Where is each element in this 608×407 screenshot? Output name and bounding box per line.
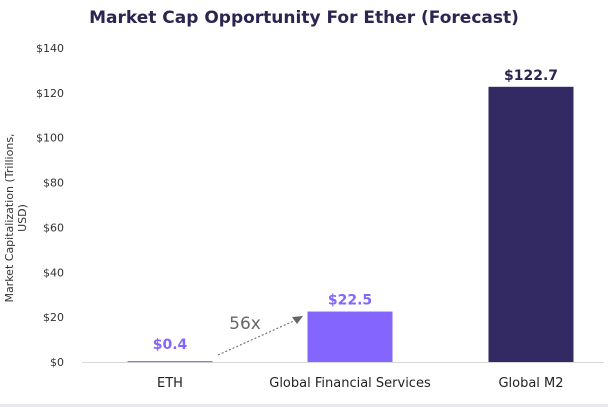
arrow-head-icon (292, 316, 303, 324)
annotation-label: 56x (229, 314, 261, 334)
chart-title: Market Cap Opportunity For Ether (Foreca… (89, 8, 519, 28)
y-tick-label: $80 (43, 177, 64, 190)
y-tick-label: $100 (36, 132, 64, 145)
x-tick-label: Global M2 (498, 376, 563, 391)
data-label: $22.5 (328, 293, 372, 309)
y-tick-label: $20 (43, 311, 64, 324)
y-tick-label: $0 (50, 356, 64, 369)
bar-0 (127, 361, 213, 363)
y-tick-label: $40 (43, 266, 64, 279)
y-tick-label: $120 (36, 87, 64, 100)
bottom-border (0, 404, 608, 407)
bar-1 (307, 311, 393, 362)
data-label: $122.7 (504, 68, 558, 84)
bar-2 (488, 86, 574, 363)
x-tick-label: Global Financial Services (269, 376, 431, 391)
y-tick-label: $60 (43, 221, 64, 234)
x-tick-label: ETH (157, 376, 183, 391)
data-label: $0.4 (153, 337, 188, 353)
y-tick-label: $140 (36, 42, 64, 55)
